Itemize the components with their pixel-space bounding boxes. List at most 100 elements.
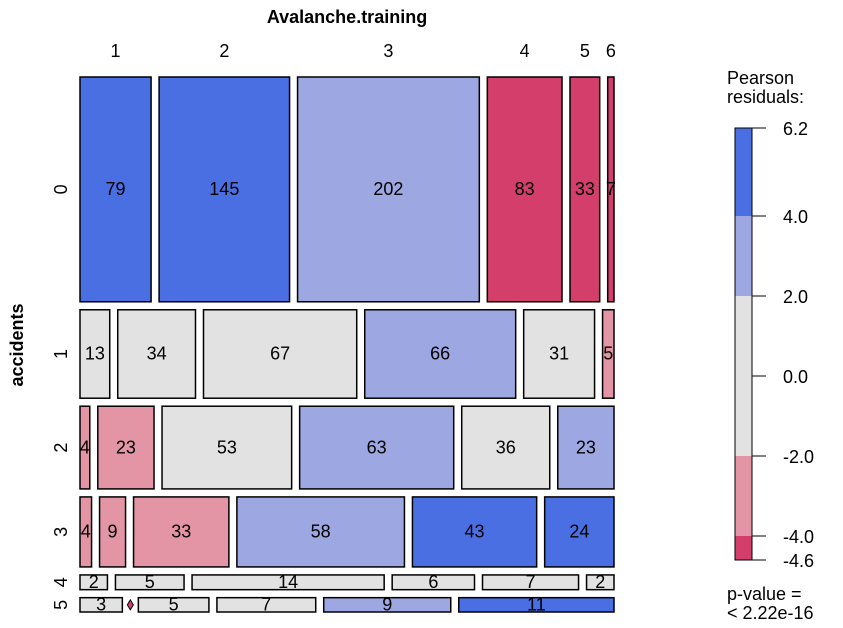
legend-tick-label: -4.6 xyxy=(783,551,814,571)
legend-tick-label: -2.0 xyxy=(783,447,814,467)
row-label: 5 xyxy=(51,600,71,610)
legend-tick-label: 2.0 xyxy=(783,287,808,307)
legend-band xyxy=(735,456,752,536)
cell xyxy=(79,76,152,303)
cell xyxy=(98,496,127,568)
cell-label: 5 xyxy=(603,344,613,364)
cell xyxy=(411,496,538,568)
p-value: < 2.22e-16 xyxy=(727,603,814,623)
cell xyxy=(116,309,197,399)
row-label: 4 xyxy=(51,577,71,587)
cell xyxy=(296,76,481,303)
cell-label: 34 xyxy=(147,344,167,364)
column-label: 5 xyxy=(580,41,590,61)
cell-label: 11 xyxy=(527,595,546,615)
cell xyxy=(137,596,210,613)
cell-label: 67 xyxy=(270,344,290,364)
cell xyxy=(557,405,615,490)
row-label: 0 xyxy=(51,184,71,194)
cell xyxy=(97,405,155,490)
legend-tick-label: 4.0 xyxy=(783,207,808,227)
cell-label: 33 xyxy=(575,179,595,199)
cell-label: 23 xyxy=(116,437,136,457)
legend-tick-label: 6.2 xyxy=(783,119,808,139)
cell-label: 3 xyxy=(96,595,106,615)
cell xyxy=(132,496,230,568)
legend-band xyxy=(735,376,752,456)
column-label: 4 xyxy=(520,41,530,61)
cell xyxy=(543,496,615,568)
cell xyxy=(79,596,124,613)
cell-label: 7 xyxy=(526,572,536,592)
cell xyxy=(601,309,615,399)
cell-label: 2 xyxy=(89,572,99,592)
cell xyxy=(298,405,455,490)
x-axis-title: Avalanche.training xyxy=(267,7,427,27)
cell-label: 4 xyxy=(80,437,90,457)
cell xyxy=(569,76,601,303)
y-axis-title: accidents xyxy=(7,303,27,386)
cell xyxy=(202,309,358,399)
cell xyxy=(161,405,293,490)
cell-label: 9 xyxy=(382,595,392,615)
cell-label: 13 xyxy=(85,344,105,364)
cell xyxy=(236,496,406,568)
cell xyxy=(522,309,596,399)
cell xyxy=(457,596,615,613)
legend-band xyxy=(735,216,752,296)
cell-label: 58 xyxy=(311,522,331,542)
cell-label: 202 xyxy=(373,179,403,199)
cell xyxy=(216,596,317,613)
cell xyxy=(191,574,385,591)
cell xyxy=(363,309,517,399)
cell-label: 4 xyxy=(81,522,91,542)
cell xyxy=(79,574,109,591)
cell-label: 145 xyxy=(209,179,239,199)
cell-label: 63 xyxy=(367,437,387,457)
legend-band xyxy=(735,128,752,216)
row-label: 3 xyxy=(51,527,71,537)
cell-label: 79 xyxy=(106,179,126,199)
cell-label: 2 xyxy=(595,572,605,592)
cell xyxy=(460,405,551,490)
cell-label: 7 xyxy=(606,179,616,199)
column-label: 3 xyxy=(383,41,393,61)
cell-label: 53 xyxy=(217,437,237,457)
legend-title: Pearson xyxy=(727,68,794,88)
cell-label: 5 xyxy=(145,572,155,592)
cell xyxy=(486,76,563,303)
cell xyxy=(585,574,615,591)
cell-label: 23 xyxy=(576,437,596,457)
cell-label: 24 xyxy=(569,522,589,542)
cell-label: 6 xyxy=(428,572,438,592)
p-value-label: p-value = xyxy=(727,584,802,604)
legend-tick-label: -4.0 xyxy=(783,527,814,547)
cell-label: 9 xyxy=(108,522,118,542)
column-label: 2 xyxy=(219,41,229,61)
legend-tick-label: 0.0 xyxy=(783,367,808,387)
legend-title: residuals: xyxy=(727,87,804,107)
cell xyxy=(79,496,93,568)
cell-label: 33 xyxy=(171,522,191,542)
cell xyxy=(322,596,452,613)
cell xyxy=(79,309,111,399)
cell-label: 36 xyxy=(496,437,516,457)
cell-label: 43 xyxy=(465,522,485,542)
zero-cell xyxy=(126,598,134,611)
cell-label: 66 xyxy=(430,344,450,364)
cell-label: 14 xyxy=(278,572,298,592)
cell xyxy=(114,574,185,591)
cell-label: 5 xyxy=(169,595,179,615)
row-label: 2 xyxy=(51,443,71,453)
cell xyxy=(481,574,580,591)
cell-label: 31 xyxy=(549,344,569,364)
column-label: 1 xyxy=(111,41,121,61)
legend-frame xyxy=(734,127,753,561)
cell xyxy=(158,76,291,303)
legend-band xyxy=(735,536,752,560)
cell xyxy=(391,574,476,591)
row-label: 1 xyxy=(51,349,71,359)
legend-band xyxy=(735,296,752,376)
cell-label: 83 xyxy=(515,179,535,199)
